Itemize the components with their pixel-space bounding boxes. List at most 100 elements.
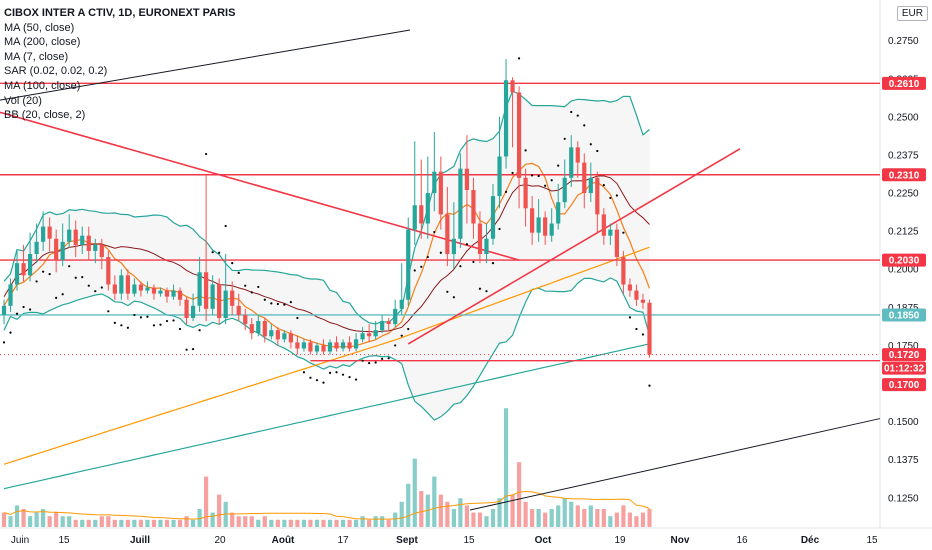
volume-bar	[569, 501, 574, 527]
volume-bar	[204, 476, 209, 527]
sar-dot	[596, 149, 599, 153]
price-tick-label: 0.2500	[888, 112, 919, 123]
sar-dot	[485, 290, 488, 293]
candle-body	[588, 177, 593, 194]
sar-dot	[55, 296, 58, 299]
sar-dot	[191, 347, 195, 351]
time-axis: Juin 15 Juill 20 Août 17 Sept 15 Oct 19 Nov 16 Déc 15	[11, 535, 878, 546]
candle-body	[171, 290, 176, 297]
last-price-tag-bg	[882, 348, 926, 362]
price-tick-label: 0.2750	[888, 36, 919, 47]
sar-dot	[120, 324, 123, 327]
price-tick-label: 0.1375	[888, 455, 919, 466]
volume-bar	[353, 519, 359, 527]
candle-body	[647, 302, 652, 355]
candle-body	[41, 226, 46, 242]
volume-bar	[412, 458, 417, 527]
candle-body	[497, 156, 502, 197]
volume-bar	[21, 509, 26, 527]
candle-body	[158, 290, 163, 294]
price-tick-label: 0.2000	[888, 265, 919, 276]
candle-body	[451, 238, 456, 254]
candle-body	[132, 284, 137, 294]
candle-body	[288, 333, 293, 343]
time-tick-label: 15	[58, 535, 70, 546]
sar-dot	[537, 174, 540, 178]
candle-body	[471, 190, 476, 224]
sar-dot	[491, 262, 495, 265]
volume-bar	[614, 512, 619, 527]
channel-lower-line	[469, 418, 881, 511]
level-tag-0: 0.2610	[889, 79, 920, 90]
volume-bar	[256, 519, 261, 527]
currency-selector[interactable]: EUR	[896, 6, 928, 21]
sar-dot	[328, 371, 332, 374]
volume-bar	[582, 509, 587, 527]
candle-body	[353, 339, 359, 349]
sar-dot	[22, 305, 25, 309]
volume-bar	[556, 505, 561, 527]
candle-body	[380, 321, 385, 331]
volume-bar	[295, 519, 300, 527]
countdown-tag: 01:12:32	[884, 364, 924, 375]
volume-bar	[47, 516, 52, 527]
volume-bar	[497, 498, 502, 527]
candle-body	[177, 290, 183, 300]
sar-dot	[550, 179, 553, 182]
ma200-line	[3, 246, 650, 465]
candle-body	[204, 272, 209, 309]
candle-body	[145, 287, 150, 291]
volume-bar	[367, 519, 372, 527]
sar-dot	[426, 255, 429, 259]
volume-bar	[158, 519, 163, 527]
volume-bar	[595, 509, 600, 527]
candle-body	[197, 272, 202, 306]
volume-bar	[386, 519, 391, 527]
ma50-line	[3, 175, 650, 333]
sar-dot	[420, 265, 423, 268]
volume-bar	[60, 516, 65, 527]
sar-dot	[524, 149, 527, 152]
volume-bar	[190, 519, 196, 527]
candle-body	[60, 241, 65, 261]
volume-bar	[490, 509, 496, 527]
price-tick-label: 0.2125	[888, 227, 919, 238]
volume-bar	[236, 516, 241, 527]
level-tag-2: 0.2030	[889, 256, 920, 267]
volume-bar	[393, 512, 398, 527]
volume-bar	[93, 519, 98, 527]
candle-body	[190, 305, 196, 318]
candle-body	[556, 202, 561, 224]
volume-bar	[308, 519, 313, 527]
sar-dot	[635, 327, 638, 331]
sar-dot	[544, 184, 547, 187]
candle-body	[223, 290, 228, 318]
sar-dot	[641, 333, 645, 336]
volume-bars	[1, 408, 652, 527]
candle-body	[569, 147, 574, 178]
sar-dot	[165, 319, 169, 323]
sar-dot	[628, 316, 632, 319]
volume-bar	[438, 494, 443, 527]
bb-fill	[4, 91, 650, 420]
candle-body	[275, 330, 280, 340]
sar-dot	[15, 312, 19, 315]
price-tick-label: 0.1250	[888, 493, 919, 504]
volume-bar	[1, 512, 7, 527]
candle-body	[295, 342, 300, 349]
candles	[1, 58, 652, 358]
sar-dot	[315, 379, 319, 382]
volume-bar	[334, 519, 339, 527]
sar-dot	[589, 143, 592, 146]
candle-body	[490, 196, 496, 239]
candle-body	[432, 171, 437, 194]
sar-dot	[465, 243, 469, 246]
candle-body	[445, 214, 450, 254]
candle-body	[184, 299, 189, 318]
volume-bar	[243, 516, 248, 527]
candle-body	[549, 223, 554, 236]
candle-body	[151, 287, 157, 294]
price-tick-label: 0.2250	[888, 189, 919, 200]
candle-body	[543, 217, 548, 236]
